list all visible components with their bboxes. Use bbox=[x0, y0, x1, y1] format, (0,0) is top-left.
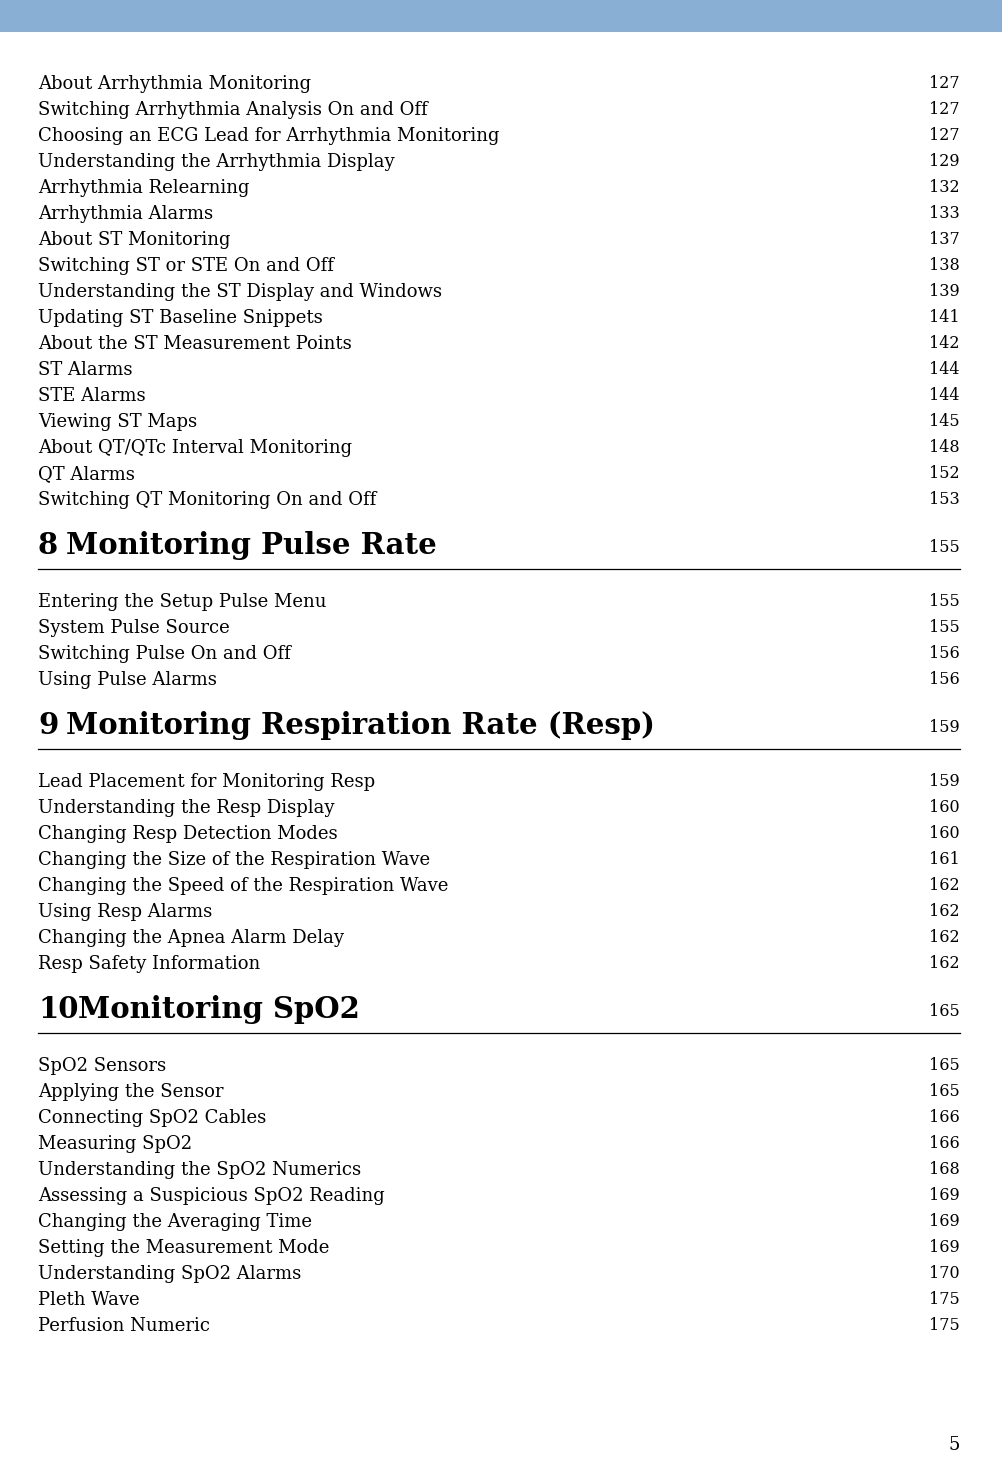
Text: Understanding the Resp Display: Understanding the Resp Display bbox=[38, 799, 334, 818]
Text: 142: 142 bbox=[929, 335, 959, 351]
Text: 161: 161 bbox=[928, 852, 959, 868]
Text: Perfusion Numeric: Perfusion Numeric bbox=[38, 1317, 209, 1334]
Text: Changing the Averaging Time: Changing the Averaging Time bbox=[38, 1213, 312, 1231]
Text: 165: 165 bbox=[928, 1004, 959, 1020]
Text: 129: 129 bbox=[929, 154, 959, 170]
Text: Understanding the Arrhythmia Display: Understanding the Arrhythmia Display bbox=[38, 154, 394, 171]
Text: Changing the Apnea Alarm Delay: Changing the Apnea Alarm Delay bbox=[38, 928, 344, 948]
Text: About the ST Measurement Points: About the ST Measurement Points bbox=[38, 335, 352, 353]
Text: 155: 155 bbox=[928, 539, 959, 556]
Text: Understanding SpO2 Alarms: Understanding SpO2 Alarms bbox=[38, 1265, 301, 1283]
Text: Measuring SpO2: Measuring SpO2 bbox=[38, 1135, 192, 1153]
Text: 169: 169 bbox=[928, 1238, 959, 1256]
Text: Pleth Wave: Pleth Wave bbox=[38, 1292, 139, 1309]
Text: 162: 162 bbox=[929, 955, 959, 973]
Text: Monitoring SpO2: Monitoring SpO2 bbox=[78, 995, 360, 1024]
Text: Switching Pulse On and Off: Switching Pulse On and Off bbox=[38, 645, 291, 663]
Text: 127: 127 bbox=[929, 127, 959, 145]
Text: About Arrhythmia Monitoring: About Arrhythmia Monitoring bbox=[38, 75, 311, 93]
Text: 166: 166 bbox=[928, 1108, 959, 1126]
Text: 153: 153 bbox=[928, 492, 959, 508]
Text: 169: 169 bbox=[928, 1213, 959, 1230]
Text: 175: 175 bbox=[928, 1317, 959, 1334]
Text: 162: 162 bbox=[929, 903, 959, 920]
Text: Lead Placement for Monitoring Resp: Lead Placement for Monitoring Resp bbox=[38, 773, 375, 791]
Text: 144: 144 bbox=[929, 362, 959, 378]
Text: Monitoring Respiration Rate (Resp): Monitoring Respiration Rate (Resp) bbox=[66, 711, 654, 739]
Text: 152: 152 bbox=[929, 465, 959, 483]
Text: STE Alarms: STE Alarms bbox=[38, 387, 145, 404]
Text: 141: 141 bbox=[929, 308, 959, 326]
Text: 10: 10 bbox=[38, 995, 78, 1024]
Text: 8: 8 bbox=[38, 531, 58, 559]
Text: 138: 138 bbox=[928, 257, 959, 275]
Text: 175: 175 bbox=[928, 1292, 959, 1308]
Text: 169: 169 bbox=[928, 1187, 959, 1204]
Text: 162: 162 bbox=[929, 928, 959, 946]
Text: Monitoring Pulse Rate: Monitoring Pulse Rate bbox=[66, 531, 436, 559]
Text: About QT/QTc Interval Monitoring: About QT/QTc Interval Monitoring bbox=[38, 438, 352, 458]
Text: 159: 159 bbox=[928, 719, 959, 737]
Text: Choosing an ECG Lead for Arrhythmia Monitoring: Choosing an ECG Lead for Arrhythmia Moni… bbox=[38, 127, 499, 145]
Text: 170: 170 bbox=[929, 1265, 959, 1283]
Text: Resp Safety Information: Resp Safety Information bbox=[38, 955, 260, 973]
Text: 162: 162 bbox=[929, 877, 959, 894]
Text: Connecting SpO2 Cables: Connecting SpO2 Cables bbox=[38, 1108, 266, 1128]
Text: Changing the Size of the Respiration Wave: Changing the Size of the Respiration Wav… bbox=[38, 852, 430, 869]
Text: 156: 156 bbox=[928, 672, 959, 688]
Text: 160: 160 bbox=[929, 825, 959, 841]
Text: ST Alarms: ST Alarms bbox=[38, 362, 132, 379]
Text: 144: 144 bbox=[929, 387, 959, 404]
Text: System Pulse Source: System Pulse Source bbox=[38, 618, 229, 638]
Text: 156: 156 bbox=[928, 645, 959, 663]
Bar bbox=[0, 0, 1002, 32]
Text: 155: 155 bbox=[928, 618, 959, 636]
Text: 137: 137 bbox=[928, 232, 959, 248]
Text: Arrhythmia Relearning: Arrhythmia Relearning bbox=[38, 179, 249, 196]
Text: 5: 5 bbox=[948, 1436, 959, 1454]
Text: 9: 9 bbox=[38, 711, 58, 739]
Text: Using Pulse Alarms: Using Pulse Alarms bbox=[38, 672, 216, 689]
Text: Entering the Setup Pulse Menu: Entering the Setup Pulse Menu bbox=[38, 593, 327, 611]
Text: Switching Arrhythmia Analysis On and Off: Switching Arrhythmia Analysis On and Off bbox=[38, 100, 427, 120]
Text: Changing Resp Detection Modes: Changing Resp Detection Modes bbox=[38, 825, 338, 843]
Text: Switching QT Monitoring On and Off: Switching QT Monitoring On and Off bbox=[38, 492, 376, 509]
Text: 133: 133 bbox=[928, 205, 959, 221]
Text: SpO2 Sensors: SpO2 Sensors bbox=[38, 1057, 166, 1075]
Text: Switching ST or STE On and Off: Switching ST or STE On and Off bbox=[38, 257, 334, 275]
Text: About ST Monitoring: About ST Monitoring bbox=[38, 232, 230, 249]
Text: 145: 145 bbox=[929, 413, 959, 430]
Text: 127: 127 bbox=[929, 75, 959, 92]
Text: 165: 165 bbox=[928, 1057, 959, 1075]
Text: 155: 155 bbox=[928, 593, 959, 610]
Text: Using Resp Alarms: Using Resp Alarms bbox=[38, 903, 212, 921]
Text: 139: 139 bbox=[928, 283, 959, 300]
Text: 168: 168 bbox=[928, 1162, 959, 1178]
Text: Changing the Speed of the Respiration Wave: Changing the Speed of the Respiration Wa… bbox=[38, 877, 448, 894]
Text: 148: 148 bbox=[929, 438, 959, 456]
Text: 132: 132 bbox=[929, 179, 959, 196]
Text: 127: 127 bbox=[929, 100, 959, 118]
Text: 159: 159 bbox=[928, 773, 959, 790]
Text: Understanding the SpO2 Numerics: Understanding the SpO2 Numerics bbox=[38, 1162, 361, 1179]
Text: Updating ST Baseline Snippets: Updating ST Baseline Snippets bbox=[38, 308, 323, 328]
Text: Setting the Measurement Mode: Setting the Measurement Mode bbox=[38, 1238, 329, 1258]
Text: 165: 165 bbox=[928, 1083, 959, 1100]
Text: QT Alarms: QT Alarms bbox=[38, 465, 134, 483]
Text: 160: 160 bbox=[929, 799, 959, 816]
Text: Arrhythmia Alarms: Arrhythmia Alarms bbox=[38, 205, 212, 223]
Text: Assessing a Suspicious SpO2 Reading: Assessing a Suspicious SpO2 Reading bbox=[38, 1187, 385, 1204]
Text: Applying the Sensor: Applying the Sensor bbox=[38, 1083, 223, 1101]
Text: 166: 166 bbox=[928, 1135, 959, 1151]
Text: Viewing ST Maps: Viewing ST Maps bbox=[38, 413, 197, 431]
Text: Understanding the ST Display and Windows: Understanding the ST Display and Windows bbox=[38, 283, 442, 301]
